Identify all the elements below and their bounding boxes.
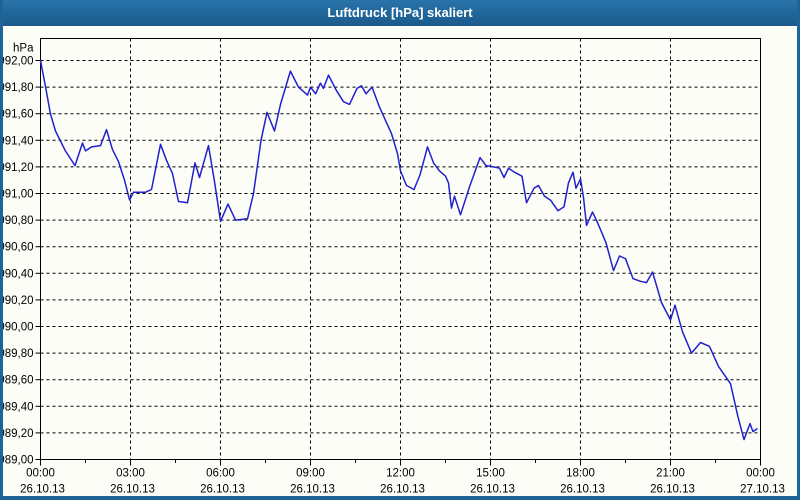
x-tick-time-label: 06:00 bbox=[206, 468, 235, 480]
y-tick-label: 989,60 bbox=[0, 375, 34, 387]
x-tick-date-label: 26.10.13 bbox=[470, 484, 515, 496]
window-border-left bbox=[0, 0, 3, 500]
y-tick-label: 992,00 bbox=[0, 56, 34, 68]
window-title: Luftdruck [hPa] skaliert bbox=[327, 5, 473, 20]
x-tick-time-label: 00:00 bbox=[26, 468, 55, 480]
x-tick-time-label: 15:00 bbox=[476, 468, 505, 480]
x-tick-date-label: 26.10.13 bbox=[290, 484, 335, 496]
y-tick-label: 990,20 bbox=[0, 295, 34, 307]
y-tick-label: 989,20 bbox=[0, 428, 34, 440]
x-tick-date-label: 27.10.13 bbox=[740, 484, 785, 496]
y-tick-label: 990,00 bbox=[0, 322, 34, 334]
window-border-right bbox=[797, 0, 800, 500]
x-tick-time-label: 00:00 bbox=[746, 468, 775, 480]
y-tick-label: 991,20 bbox=[0, 162, 34, 174]
y-tick-label: 989,80 bbox=[0, 348, 34, 360]
x-tick-time-label: 18:00 bbox=[566, 468, 595, 480]
y-tick-label: 990,80 bbox=[0, 215, 34, 227]
y-tick-label: 990,60 bbox=[0, 242, 34, 254]
y-tick-label: 990,40 bbox=[0, 268, 34, 280]
x-tick-time-label: 21:00 bbox=[656, 468, 685, 480]
x-tick-time-label: 09:00 bbox=[296, 468, 325, 480]
x-tick-date-label: 26.10.13 bbox=[650, 484, 695, 496]
x-tick-date-label: 26.10.13 bbox=[560, 484, 605, 496]
x-tick-date-label: 26.10.13 bbox=[200, 484, 245, 496]
y-tick-label: 991,80 bbox=[0, 82, 34, 94]
window-border-bottom bbox=[0, 496, 800, 500]
plot-border bbox=[40, 38, 761, 460]
pressure-line bbox=[39, 59, 758, 441]
y-tick-label: 991,00 bbox=[0, 189, 34, 201]
y-tick-label: 991,60 bbox=[0, 109, 34, 121]
x-tick-time-label: 03:00 bbox=[116, 468, 145, 480]
x-tick-time-label: 12:00 bbox=[386, 468, 415, 480]
window-titlebar: Luftdruck [hPa] skaliert bbox=[0, 0, 800, 26]
x-tick-date-label: 26.10.13 bbox=[110, 484, 155, 496]
y-axis-unit-label: hPa bbox=[13, 43, 34, 55]
y-tick-label: 991,40 bbox=[0, 135, 34, 147]
x-tick-date-label: 26.10.13 bbox=[20, 484, 65, 496]
y-tick-label: 989,00 bbox=[0, 455, 34, 467]
x-tick-date-label: 26.10.13 bbox=[380, 484, 425, 496]
y-tick-label: 989,40 bbox=[0, 401, 34, 413]
